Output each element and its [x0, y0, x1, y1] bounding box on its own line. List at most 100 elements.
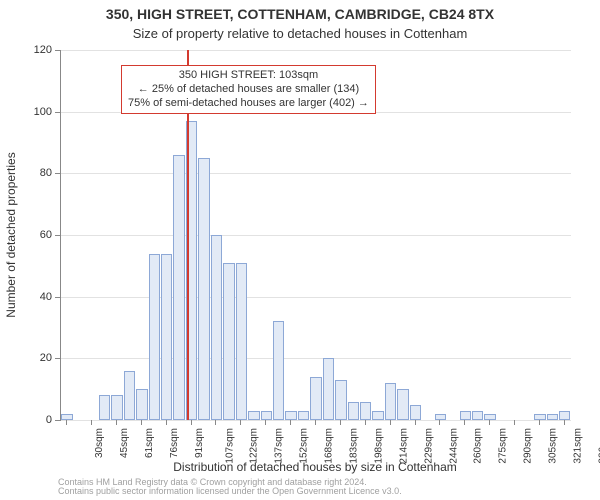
- x-tick-mark: [116, 420, 117, 425]
- x-tick-label: 45sqm: [119, 428, 130, 458]
- x-tick-label: 30sqm: [94, 428, 105, 458]
- x-tick-mark: [439, 420, 440, 425]
- x-tick-mark: [390, 420, 391, 425]
- x-tick-label: 168sqm: [324, 428, 335, 464]
- histogram-bar: [211, 235, 222, 420]
- y-tick-mark: [55, 420, 60, 421]
- x-tick-mark: [240, 420, 241, 425]
- x-tick-mark: [340, 420, 341, 425]
- x-tick-mark: [415, 420, 416, 425]
- gridline-h: [61, 420, 571, 421]
- gridline-h: [61, 297, 571, 298]
- x-tick-mark: [539, 420, 540, 425]
- chart-container: { "chart": { "type": "histogram", "title…: [0, 0, 600, 500]
- x-tick-mark: [191, 420, 192, 425]
- y-tick-mark: [55, 358, 60, 359]
- x-tick-label: 290sqm: [523, 428, 534, 464]
- x-tick-label: 305sqm: [548, 428, 559, 464]
- x-tick-label: 137sqm: [274, 428, 285, 464]
- x-tick-label: 244sqm: [448, 428, 459, 464]
- gridline-h: [61, 173, 571, 174]
- chart-title: 350, HIGH STREET, COTTENHAM, CAMBRIDGE, …: [0, 6, 600, 22]
- histogram-bar: [310, 377, 321, 420]
- x-tick-mark: [315, 420, 316, 425]
- x-tick-label: 91sqm: [194, 428, 205, 458]
- annotation-line: 350 HIGH STREET: 103sqm: [128, 69, 369, 83]
- x-tick-label: 260sqm: [473, 428, 484, 464]
- x-tick-mark: [514, 420, 515, 425]
- histogram-bar: [435, 414, 446, 420]
- histogram-bar: [298, 411, 309, 420]
- histogram-bar: [198, 158, 209, 420]
- x-tick-mark: [464, 420, 465, 425]
- histogram-bar: [559, 411, 570, 420]
- histogram-bar: [111, 395, 122, 420]
- histogram-bar: [397, 389, 408, 420]
- y-tick-label: 20: [12, 352, 52, 364]
- histogram-bar: [534, 414, 545, 420]
- x-tick-mark: [91, 420, 92, 425]
- y-axis-label: Number of detached properties: [0, 0, 14, 50]
- footer-line-2: Contains public sector information licen…: [58, 486, 402, 496]
- chart-subtitle: Size of property relative to detached ho…: [0, 26, 600, 41]
- x-tick-mark: [564, 420, 565, 425]
- histogram-bar: [273, 321, 284, 420]
- y-tick-mark: [55, 50, 60, 51]
- y-tick-label: 120: [12, 44, 52, 56]
- histogram-bar: [360, 402, 371, 421]
- histogram-bar: [547, 414, 558, 420]
- histogram-bar: [372, 411, 383, 420]
- histogram-bar: [472, 411, 483, 420]
- annotation-line: 75% of semi-detached houses are larger (…: [128, 97, 369, 111]
- x-tick-label: 152sqm: [299, 428, 310, 464]
- x-tick-label: 61sqm: [144, 428, 155, 458]
- histogram-bar: [173, 155, 184, 420]
- x-tick-mark: [265, 420, 266, 425]
- plot-area: 350 HIGH STREET: 103sqm← 25% of detached…: [60, 50, 571, 421]
- x-tick-label: 321sqm: [572, 428, 583, 464]
- histogram-bar: [261, 411, 272, 420]
- y-tick-label: 80: [12, 167, 52, 179]
- x-tick-mark: [66, 420, 67, 425]
- histogram-bar: [223, 263, 234, 420]
- histogram-bar: [236, 263, 247, 420]
- y-tick-mark: [55, 112, 60, 113]
- histogram-bar: [285, 411, 296, 420]
- histogram-bar: [99, 395, 110, 420]
- y-tick-label: 0: [12, 414, 52, 426]
- x-tick-mark: [489, 420, 490, 425]
- histogram-bar: [248, 411, 259, 420]
- histogram-bar: [348, 402, 359, 421]
- annotation-line: ← 25% of detached houses are smaller (13…: [128, 83, 369, 97]
- x-tick-label: 214sqm: [398, 428, 409, 464]
- annotation-box: 350 HIGH STREET: 103sqm← 25% of detached…: [121, 65, 376, 114]
- histogram-bar: [161, 254, 172, 421]
- x-tick-mark: [290, 420, 291, 425]
- y-tick-label: 60: [12, 229, 52, 241]
- histogram-bar: [149, 254, 160, 421]
- histogram-bar: [410, 405, 421, 420]
- histogram-bar: [323, 358, 334, 420]
- x-axis-label: Distribution of detached houses by size …: [60, 460, 570, 474]
- x-tick-label: 122sqm: [249, 428, 260, 464]
- histogram-bar: [136, 389, 147, 420]
- histogram-bar: [335, 380, 346, 420]
- gridline-h: [61, 235, 571, 236]
- x-tick-label: 107sqm: [224, 428, 235, 464]
- histogram-bar: [385, 383, 396, 420]
- histogram-bar: [460, 411, 471, 420]
- gridline-h: [61, 358, 571, 359]
- x-tick-label: 275sqm: [498, 428, 509, 464]
- gridline-h: [61, 50, 571, 51]
- x-tick-mark: [141, 420, 142, 425]
- y-tick-mark: [55, 297, 60, 298]
- y-tick-label: 40: [12, 291, 52, 303]
- histogram-bar: [124, 371, 135, 420]
- y-tick-label: 100: [12, 106, 52, 118]
- x-tick-label: 183sqm: [349, 428, 360, 464]
- footer-attribution: Contains HM Land Registry data © Crown c…: [58, 478, 588, 497]
- y-tick-mark: [55, 173, 60, 174]
- x-tick-label: 229sqm: [423, 428, 434, 464]
- y-tick-mark: [55, 235, 60, 236]
- x-tick-mark: [215, 420, 216, 425]
